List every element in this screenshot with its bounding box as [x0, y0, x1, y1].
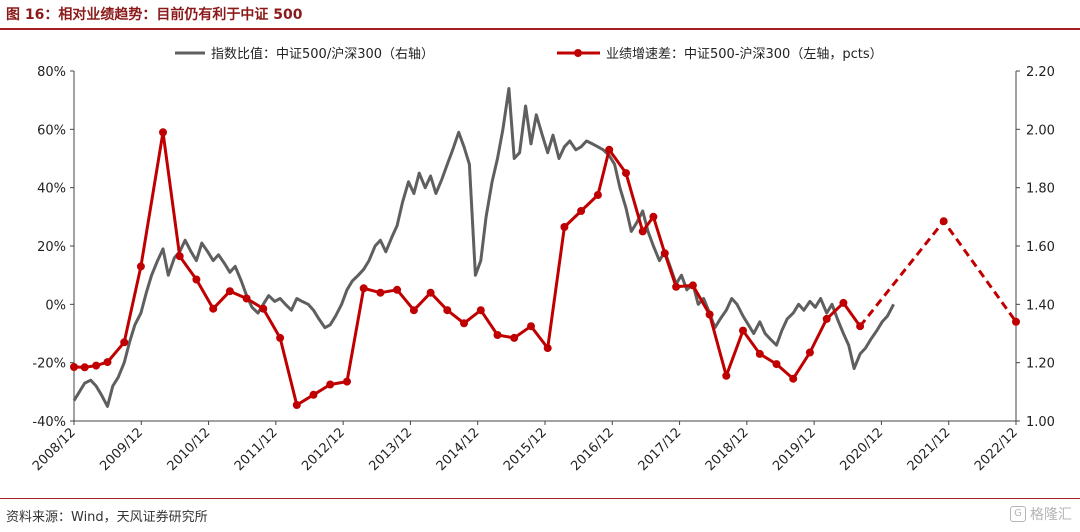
data-point	[136, 262, 145, 271]
x-tick-label: 2010/12	[165, 425, 214, 474]
x-tick-label: 2020/12	[837, 425, 886, 474]
legend-label-growth-diff: 业绩增速差：中证500-沪深300（左轴，pcts）	[606, 46, 883, 62]
data-point	[476, 306, 485, 315]
x-tick-label: 2016/12	[568, 425, 617, 474]
x-tick-label: 2014/12	[434, 425, 483, 474]
data-point	[120, 338, 129, 347]
series-line-index-ratio	[72, 87, 895, 408]
data-point	[839, 298, 848, 307]
data-point	[409, 306, 418, 315]
x-tick-label: 2021/12	[905, 425, 954, 474]
x-tick-label: 2015/12	[501, 425, 550, 474]
right-tick-label: 1.40	[1026, 298, 1055, 313]
data-point	[722, 371, 731, 380]
data-point	[326, 380, 335, 389]
watermark-icon: G	[1010, 506, 1026, 522]
x-tick-label: 2011/12	[232, 425, 281, 474]
legend-label-index-ratio: 指数比值：中证500/沪深300（右轴）	[211, 46, 434, 62]
data-point	[672, 282, 681, 291]
x-tick-label: 2008/12	[30, 425, 79, 474]
header-rule	[0, 28, 1080, 30]
chart-svg: 80% 60% 40% 20% 0% -20% -40% 2.20 2.00 1.80 1.60 1…	[30, 46, 1055, 474]
data-point	[577, 207, 586, 215]
x-tick-label: 2017/12	[636, 425, 685, 474]
data-point	[393, 285, 402, 294]
data-point	[242, 294, 251, 303]
data-point	[649, 212, 658, 221]
left-tick-label: 80%	[37, 65, 66, 80]
data-point	[92, 361, 101, 370]
right-tick-label: 2.00	[1026, 123, 1055, 138]
data-point	[755, 349, 764, 358]
data-point	[259, 304, 268, 313]
x-tick-label: 2009/12	[97, 425, 146, 474]
forecast-point	[939, 217, 948, 226]
data-point	[292, 401, 301, 409]
data-point	[493, 331, 502, 339]
forecast-point	[1012, 317, 1020, 326]
left-tick-label: -40%	[32, 415, 66, 430]
data-point	[510, 333, 519, 342]
x-tick-label: 2019/12	[770, 425, 819, 474]
data-point	[622, 169, 630, 178]
data-point	[209, 304, 218, 313]
data-point	[688, 281, 697, 290]
data-point	[605, 145, 614, 154]
data-point	[789, 374, 798, 383]
data-point	[376, 288, 385, 297]
left-tick-label: 60%	[37, 123, 66, 138]
right-tick-label: 2.20	[1026, 65, 1055, 80]
watermark: G 格隆汇	[1010, 504, 1072, 524]
right-tick-label: 1.60	[1026, 240, 1055, 255]
data-point	[805, 348, 814, 357]
x-tick-label: 2022/12	[972, 425, 1021, 474]
left-tick-label: 40%	[37, 182, 66, 197]
data-point	[772, 360, 781, 369]
data-point	[638, 227, 647, 236]
data-point	[426, 288, 435, 297]
data-point	[70, 363, 78, 371]
data-point	[175, 252, 184, 261]
x-tick-label: 2018/12	[703, 425, 752, 474]
series-line-growth-diff	[73, 130, 862, 407]
left-tick-label: 0%	[45, 298, 66, 313]
source-note: 资料来源：Wind，天风证券研究所	[6, 510, 208, 525]
data-point	[593, 191, 602, 199]
data-point	[309, 390, 318, 399]
data-point	[660, 249, 669, 258]
footer-rule	[0, 498, 1080, 499]
x-tick-label: 2013/12	[366, 425, 415, 474]
data-point	[560, 223, 569, 231]
data-point	[80, 363, 89, 372]
data-point	[276, 333, 285, 342]
right-tick-label: 1.20	[1026, 357, 1055, 372]
data-point	[443, 306, 452, 315]
data-point	[460, 319, 468, 328]
x-tick-label: 2012/12	[299, 425, 348, 474]
data-point	[225, 287, 234, 296]
series-line-growth-diff-forecast	[858, 219, 1018, 328]
left-tick-label: -20%	[32, 357, 66, 372]
data-point	[822, 314, 831, 323]
data-point	[103, 358, 112, 367]
right-tick-label: 1.00	[1026, 415, 1055, 430]
data-point	[159, 128, 167, 137]
data-point	[343, 377, 351, 386]
watermark-text: 格隆汇	[1030, 507, 1072, 523]
data-point	[527, 322, 535, 331]
right-tick-label: 1.80	[1026, 182, 1055, 197]
data-point	[543, 344, 552, 353]
data-point	[359, 284, 368, 293]
chart-title: 图 16：相对业绩趋势：目前仍有利于中证 500	[6, 7, 303, 23]
left-tick-label: 20%	[37, 240, 66, 255]
data-point	[739, 326, 747, 335]
legend-marker-growth-diff	[574, 49, 582, 57]
data-point	[192, 275, 201, 284]
data-point	[705, 310, 714, 319]
